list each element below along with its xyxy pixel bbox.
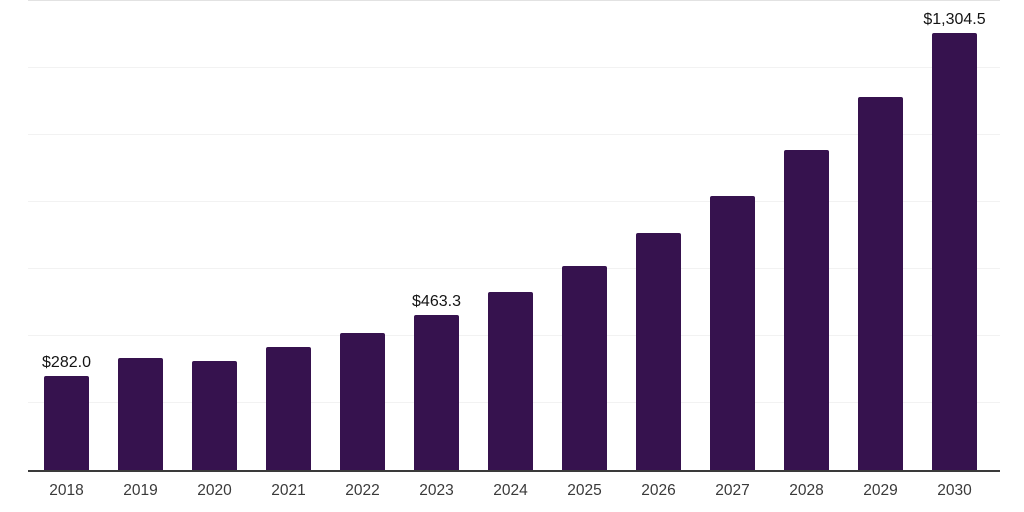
x-tick-2027: 2027: [710, 482, 755, 500]
x-tick-label-2018: 2018: [49, 482, 84, 499]
bar-column-2030: $1,304.5: [923, 1, 986, 470]
bar-2026: [636, 233, 681, 470]
bar-column-2022: [340, 1, 385, 470]
bar-column-2027: [710, 1, 755, 470]
x-tick-2028: 2028: [784, 482, 829, 500]
bars-container: $282.0 $463.3 $1,304.5: [28, 1, 1000, 470]
bar-2021: [266, 347, 311, 470]
bar-column-2026: [636, 1, 681, 470]
x-tick-label-2030: 2030: [937, 482, 972, 499]
bar-2025: [562, 266, 607, 470]
plot-area: $282.0 $463.3 $1,304.5: [28, 0, 1000, 472]
x-tick-2019: 2019: [118, 482, 163, 500]
gridline-1400: [28, 0, 1000, 1]
bar-2027: [710, 195, 755, 470]
x-tick-label-2023: 2023: [419, 482, 454, 499]
bar-column-2029: [858, 1, 903, 470]
x-axis-labels: 2018 2019 2020 2021 2022 2023 2024 2025 2026 2027…: [28, 482, 1000, 500]
bar-2018: [44, 375, 89, 470]
bar-2029: [858, 97, 903, 470]
x-tick-label-2020: 2020: [197, 482, 232, 499]
bar-2024: [488, 292, 533, 470]
x-tick-label-2022: 2022: [345, 482, 380, 499]
bar-column-2023: $463.3: [412, 1, 461, 470]
x-tick-2018: 2018: [44, 482, 89, 500]
bar-2023: [414, 314, 459, 470]
x-tick-2024: 2024: [488, 482, 533, 500]
x-tick-2020: 2020: [192, 482, 237, 500]
value-label-2023: $463.3: [412, 292, 461, 310]
gridline-1000: [28, 134, 1000, 135]
bar-column-2020: [192, 1, 237, 470]
x-tick-2030: 2030: [932, 482, 977, 500]
x-tick-label-2026: 2026: [641, 482, 676, 499]
x-tick-2023: 2023: [414, 482, 459, 500]
x-tick-2021: 2021: [266, 482, 311, 500]
bar-column-2019: [118, 1, 163, 470]
bar-2019: [118, 358, 163, 470]
bar-column-2028: [784, 1, 829, 470]
x-tick-label-2027: 2027: [715, 482, 750, 499]
bar-2028: [784, 150, 829, 470]
x-tick-label-2028: 2028: [789, 482, 824, 499]
x-tick-label-2019: 2019: [123, 482, 158, 499]
value-label-2018: $282.0: [42, 353, 91, 371]
x-tick-2025: 2025: [562, 482, 607, 500]
bar-2030: [932, 33, 977, 470]
bar-column-2021: [266, 1, 311, 470]
bar-2020: [192, 361, 237, 470]
x-tick-2022: 2022: [340, 482, 385, 500]
x-tick-label-2025: 2025: [567, 482, 602, 499]
bar-column-2025: [562, 1, 607, 470]
bar-column-2024: [488, 1, 533, 470]
x-tick-label-2029: 2029: [863, 482, 898, 499]
x-tick-2029: 2029: [858, 482, 903, 500]
bar-2022: [340, 333, 385, 470]
value-label-2030: $1,304.5: [923, 11, 986, 28]
gridline-600: [28, 268, 1000, 269]
x-tick-2026: 2026: [636, 482, 681, 500]
x-tick-label-2024: 2024: [493, 482, 528, 499]
gridline-1200: [28, 67, 1000, 68]
bar-column-2018: $282.0: [42, 1, 91, 470]
gridline-800: [28, 201, 1000, 202]
x-tick-label-2021: 2021: [271, 482, 306, 499]
